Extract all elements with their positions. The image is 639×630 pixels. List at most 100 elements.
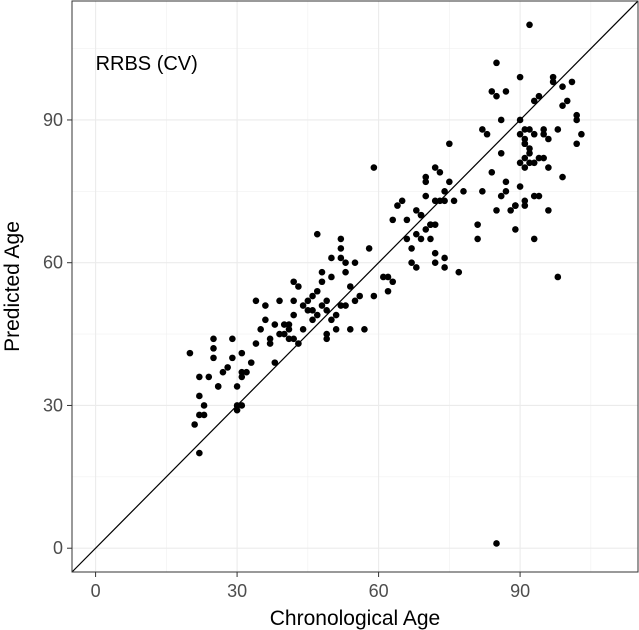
data-point	[328, 273, 335, 281]
data-point	[214, 383, 222, 390]
data-point	[285, 335, 293, 343]
data-point	[271, 359, 279, 366]
data-point	[309, 292, 316, 300]
x-tick-label: 0	[91, 581, 101, 601]
data-point	[318, 302, 326, 309]
x-axis-ticks: 0 30 60 90	[91, 572, 530, 601]
data-point	[512, 202, 519, 209]
data-point	[346, 326, 354, 333]
data-point	[342, 259, 349, 267]
data-point	[384, 287, 392, 295]
data-point	[309, 316, 316, 324]
data-point	[205, 373, 213, 381]
data-point	[285, 326, 293, 333]
data-point	[526, 159, 533, 167]
data-point	[521, 202, 529, 209]
data-point	[521, 164, 529, 171]
data-point	[323, 330, 331, 338]
data-point	[408, 259, 415, 267]
data-point	[332, 311, 340, 319]
data-point	[318, 268, 326, 276]
data-point	[384, 273, 392, 281]
data-point	[295, 283, 302, 290]
data-point	[526, 126, 533, 133]
data-point	[554, 273, 562, 281]
x-tick-label: 30	[227, 581, 247, 601]
data-point	[483, 130, 491, 138]
data-point	[337, 302, 345, 309]
data-point	[328, 316, 335, 324]
data-point	[516, 116, 524, 124]
data-point	[346, 283, 354, 290]
data-point	[290, 278, 297, 286]
data-point	[549, 73, 557, 81]
data-point	[200, 402, 208, 409]
data-point	[210, 354, 217, 362]
data-point	[545, 164, 552, 171]
data-point	[290, 335, 297, 343]
data-point	[394, 202, 401, 209]
data-point	[493, 92, 500, 100]
data-point	[450, 197, 458, 205]
data-point	[568, 78, 576, 86]
data-point	[313, 311, 321, 319]
y-tick-label: 0	[53, 538, 63, 558]
data-point	[280, 330, 288, 338]
data-point	[365, 245, 373, 252]
data-point	[436, 197, 444, 205]
data-point	[224, 364, 231, 371]
data-point	[295, 340, 302, 347]
data-point	[389, 216, 397, 224]
data-point	[545, 207, 552, 214]
data-point	[573, 116, 580, 124]
data-point	[417, 235, 425, 243]
y-axis-ticks: 0 30 60 90	[43, 110, 72, 558]
x-axis-title: Chronological Age	[270, 607, 440, 630]
data-point	[337, 254, 345, 262]
data-point	[219, 368, 227, 376]
data-point	[526, 149, 533, 157]
data-point	[441, 188, 448, 195]
data-point	[540, 126, 547, 133]
data-point	[441, 264, 448, 271]
data-point	[229, 354, 236, 362]
data-point	[196, 449, 203, 457]
data-point	[196, 411, 203, 419]
data-point	[309, 306, 316, 314]
data-point	[530, 235, 538, 243]
data-point	[403, 216, 411, 224]
data-point	[545, 135, 552, 143]
data-point	[516, 159, 524, 167]
data-point	[526, 21, 533, 29]
data-point	[474, 235, 481, 243]
data-point	[502, 88, 510, 95]
data-point	[431, 197, 439, 205]
data-point	[413, 207, 420, 214]
data-point	[323, 306, 331, 314]
data-point	[488, 88, 496, 95]
data-point	[413, 230, 420, 238]
plot-panel-border	[71, 0, 639, 573]
data-point	[398, 197, 406, 205]
data-point	[431, 164, 439, 171]
data-point	[436, 169, 444, 176]
data-point	[196, 373, 203, 381]
data-point	[238, 368, 246, 376]
data-point	[512, 226, 519, 233]
data-point	[422, 226, 430, 233]
data-point	[427, 221, 434, 228]
data-point	[196, 392, 203, 400]
data-point	[488, 169, 496, 176]
data-point	[417, 211, 425, 219]
data-point	[262, 316, 269, 324]
data-point	[497, 149, 505, 157]
data-point	[516, 183, 524, 190]
data-point	[446, 178, 453, 186]
data-point	[559, 83, 566, 90]
data-point	[313, 287, 321, 295]
data-point	[403, 235, 411, 243]
data-point	[271, 321, 279, 328]
data-point	[573, 140, 580, 148]
data-point	[252, 340, 260, 347]
